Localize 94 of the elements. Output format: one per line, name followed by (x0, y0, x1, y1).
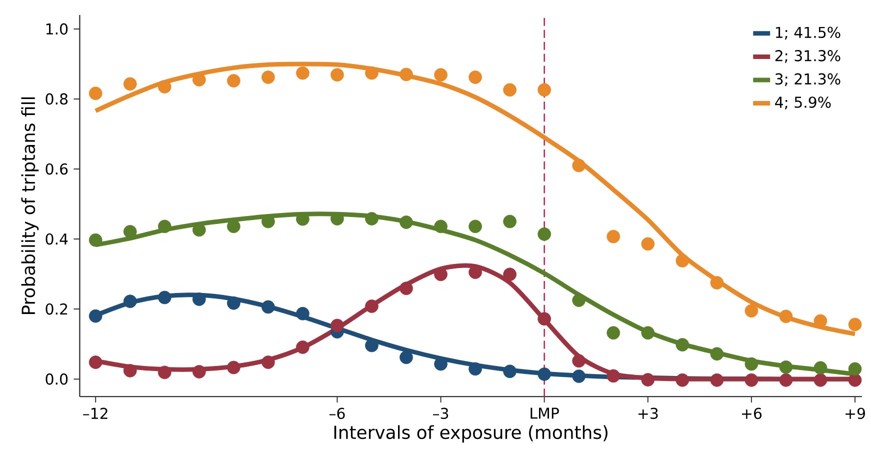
point (123, 224, 137, 238)
point (779, 310, 793, 323)
point (468, 220, 482, 233)
y-tick-label: 0.6 (46, 163, 68, 174)
point (606, 326, 620, 340)
point (779, 373, 793, 387)
point (848, 362, 862, 376)
point (88, 86, 102, 100)
point (296, 306, 310, 320)
point (262, 300, 275, 314)
point (365, 299, 378, 313)
point (641, 237, 655, 250)
point (226, 220, 240, 233)
point (538, 367, 552, 381)
y-tick-label: 1.0 (46, 23, 68, 34)
point (744, 357, 758, 371)
point (744, 373, 758, 387)
point (779, 360, 793, 374)
x-tick-label: +3 (638, 408, 658, 419)
point (606, 369, 620, 382)
point (572, 293, 586, 307)
point (400, 68, 413, 81)
point (814, 373, 828, 387)
y-tick-label: 0.8 (46, 93, 68, 104)
point (262, 355, 275, 369)
y-tick-label: 0.0 (46, 373, 68, 385)
point (434, 68, 448, 82)
point (158, 80, 172, 94)
point (710, 347, 724, 360)
point (744, 304, 758, 318)
x-tick-label: –12 (83, 408, 108, 419)
point (123, 77, 137, 90)
point (468, 362, 482, 376)
point (330, 318, 344, 332)
x-tick-label: LMP (530, 408, 559, 418)
y-tick-label: 0.2 (46, 303, 68, 315)
point (123, 294, 137, 308)
x-tick-label: –3 (433, 408, 448, 419)
point (365, 212, 378, 226)
point (538, 83, 552, 96)
x-tick-label: +9 (846, 408, 865, 419)
point (503, 83, 516, 96)
legend-label: 4; 5.9% (775, 96, 831, 110)
point (538, 227, 552, 241)
point (400, 282, 413, 295)
point (710, 373, 724, 387)
point (330, 68, 344, 82)
point (88, 309, 102, 323)
point (676, 254, 690, 268)
point (192, 292, 206, 306)
point (158, 290, 172, 304)
legend-label: 3; 21.3% (775, 73, 840, 86)
point (400, 350, 413, 364)
point (262, 70, 275, 84)
point (676, 338, 690, 352)
legend-label: 2; 31.3% (775, 50, 840, 63)
point (848, 318, 862, 331)
point (710, 276, 724, 290)
point (572, 158, 586, 172)
point (226, 296, 240, 310)
point (365, 338, 378, 352)
point (676, 373, 690, 387)
point (158, 366, 172, 379)
point (226, 74, 240, 88)
x-tick-label: –6 (329, 408, 345, 419)
point (434, 220, 448, 233)
point (123, 364, 137, 378)
point (572, 354, 586, 368)
point (365, 66, 378, 80)
point (848, 373, 862, 387)
point (572, 369, 586, 383)
x-tick-label: +6 (742, 408, 762, 419)
point (641, 372, 655, 386)
point (192, 364, 206, 378)
point (503, 364, 516, 378)
point (814, 361, 828, 374)
point (400, 215, 413, 229)
x-axis-title: Intervals of exposure (months) (334, 425, 608, 442)
y-axis-title: Probability of triptans fill (21, 97, 39, 314)
point (641, 326, 655, 340)
point (468, 70, 482, 84)
point (88, 233, 102, 247)
point (503, 214, 516, 228)
point (296, 66, 310, 80)
point (606, 230, 620, 244)
point (158, 220, 172, 233)
point (296, 340, 310, 354)
y-tick-label: 0.4 (46, 233, 68, 245)
legend-label: 1; 41.5% (776, 26, 840, 40)
point (538, 312, 552, 326)
point (226, 360, 240, 374)
point (88, 355, 102, 369)
point (814, 314, 828, 328)
point (503, 268, 516, 281)
